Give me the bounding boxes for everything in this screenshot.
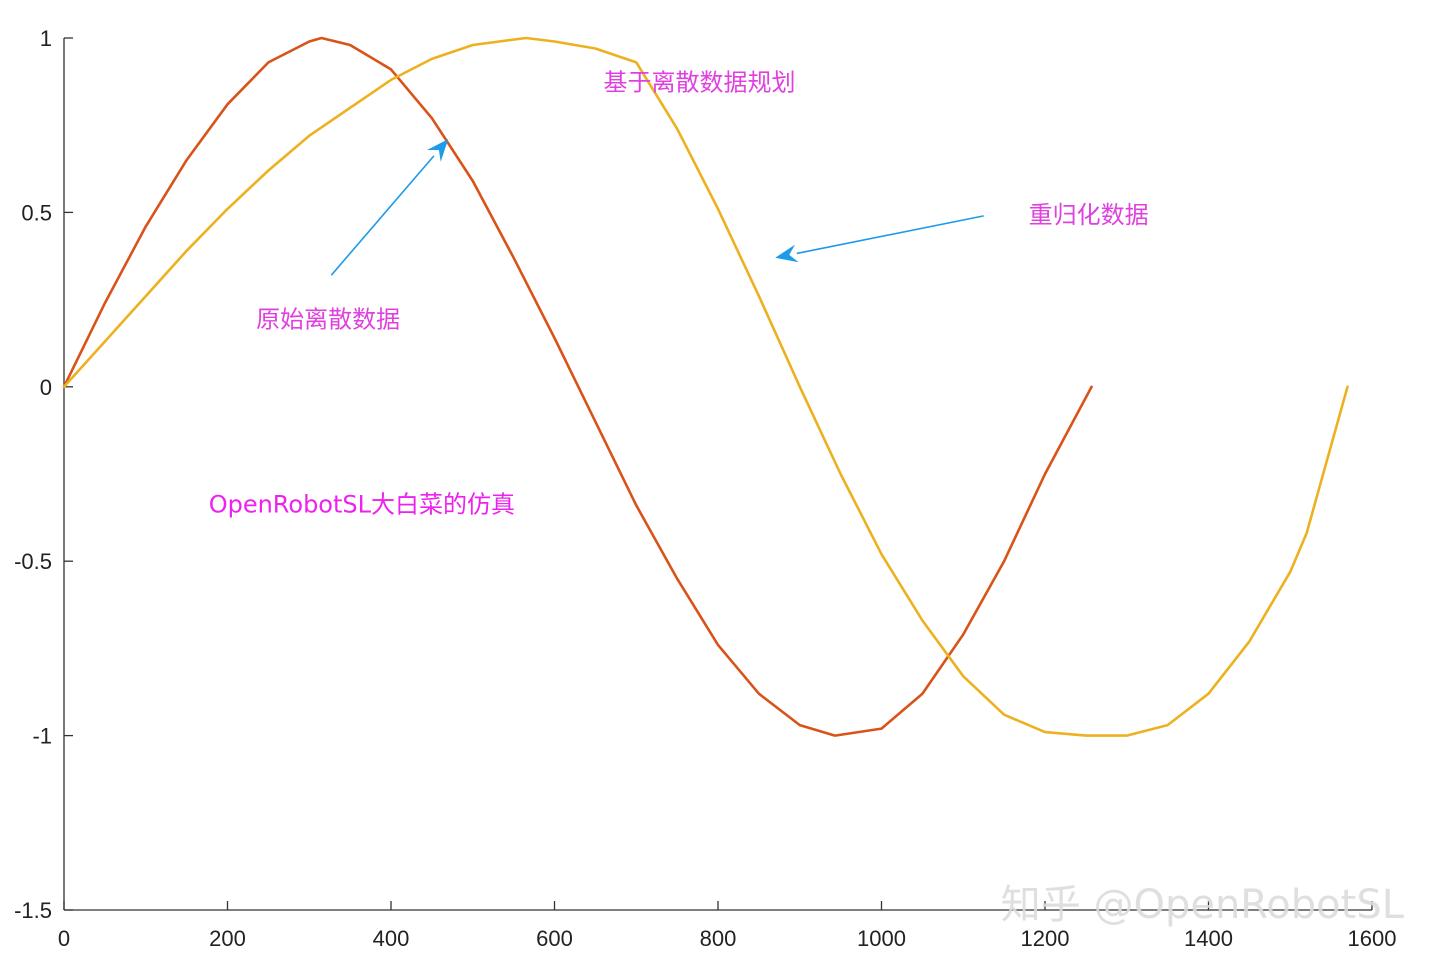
- axes: 0 200 400 600 800 1000 1200 1400 1600 -1.5 -1 -0.5 0…: [14, 26, 1396, 951]
- series-line-2: [62, 36, 1349, 737]
- arrow-head: [427, 139, 449, 162]
- annotation-arrow: [330, 139, 449, 276]
- watermark-text: 知乎 @OpenRobotSL: [1001, 882, 1405, 928]
- y-tick-label: -1: [32, 724, 52, 749]
- y-tick-label: -1.5: [14, 898, 52, 923]
- annotation-text: 原始离散数据: [256, 306, 400, 334]
- x-tick-label: 0: [58, 926, 70, 951]
- x-tick-label: 800: [700, 926, 737, 951]
- arrow-shaft: [330, 155, 435, 276]
- x-tick-label: 1200: [1021, 926, 1070, 951]
- series-layer: [62, 36, 1349, 737]
- x-tick-label: 1000: [857, 926, 906, 951]
- y-tick-label: 0: [40, 375, 52, 400]
- x-tick-label: 400: [373, 926, 410, 951]
- arrow-head: [775, 244, 799, 263]
- y-tick-label: -0.5: [14, 549, 52, 574]
- x-tick-label: 200: [209, 926, 246, 951]
- y-tick-label: 0.5: [21, 200, 52, 225]
- annotation-text: OpenRobotSL大白菜的仿真: [209, 490, 515, 518]
- series-line-1: [62, 36, 1093, 737]
- annotation-text: 重归化数据: [1029, 201, 1149, 229]
- x-tick-label: 1600: [1348, 926, 1397, 951]
- x-tick-label: 600: [536, 926, 573, 951]
- y-tick-label: 1: [40, 26, 52, 51]
- arrow-shaft: [796, 215, 984, 255]
- annotation-arrow: [775, 215, 984, 263]
- annotation-text: 基于离散数据规划: [604, 68, 796, 96]
- x-tick-label: 1400: [1184, 926, 1233, 951]
